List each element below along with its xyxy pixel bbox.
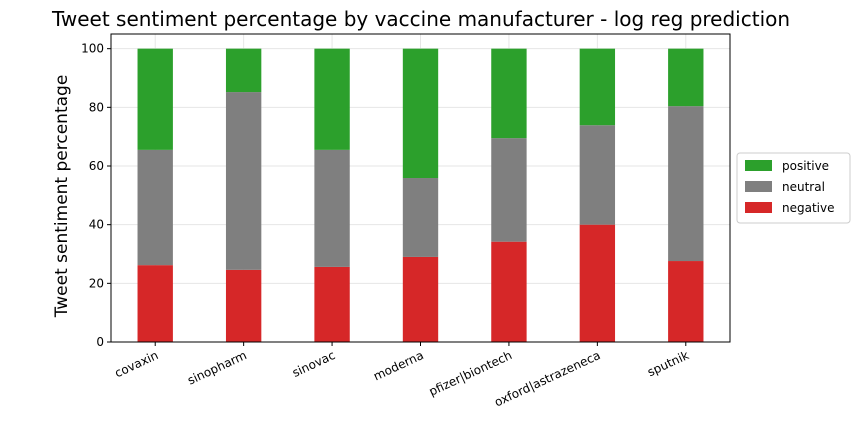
bar-positive-sinopharm bbox=[225, 48, 262, 93]
legend-swatch-positive bbox=[745, 160, 772, 171]
bar-negative-oxford-astrazeneca bbox=[579, 224, 616, 342]
y-tick-label: 40 bbox=[89, 218, 104, 232]
y-tick-label: 60 bbox=[89, 159, 104, 173]
y-axis-label: Tweet sentiment percentage bbox=[52, 75, 72, 319]
legend: positive neutral negative bbox=[736, 152, 851, 224]
bar-neutral-oxford-astrazeneca bbox=[579, 125, 616, 225]
legend-swatch-negative bbox=[745, 202, 772, 213]
x-tick-label: moderna bbox=[371, 348, 426, 383]
x-ticks: covaxin sinopharm sinovac moderna pfizer|bio… bbox=[112, 342, 691, 409]
y-tick-label: 80 bbox=[89, 100, 104, 114]
bar-negative-pfizer-biontech bbox=[491, 241, 527, 342]
bar-neutral-covaxin bbox=[137, 149, 173, 266]
bar-neutral-sinovac bbox=[314, 149, 350, 267]
bar-negative-sinovac bbox=[314, 266, 350, 342]
bar-neutral-sinopharm bbox=[225, 92, 262, 270]
y-ticks: 0 20 40 60 80 100 bbox=[81, 42, 111, 349]
x-tick-label: pfizer|biontech bbox=[427, 348, 515, 399]
bar-positive-pfizer-biontech bbox=[491, 48, 527, 139]
x-tick-label: sinopharm bbox=[185, 348, 248, 388]
bars bbox=[137, 48, 704, 342]
x-tick-label: sputnik bbox=[645, 348, 691, 379]
bar-negative-sinopharm bbox=[225, 269, 262, 342]
legend-swatch-neutral bbox=[745, 181, 772, 192]
bar-negative-sputnik bbox=[668, 261, 704, 342]
y-tick-label: 0 bbox=[96, 335, 104, 349]
bar-neutral-pfizer-biontech bbox=[491, 138, 527, 242]
x-tick-label: covaxin bbox=[112, 348, 160, 380]
bar-negative-moderna bbox=[402, 256, 439, 342]
bar-positive-moderna bbox=[402, 48, 439, 179]
x-tick-label: sinovac bbox=[290, 348, 337, 380]
legend-label-negative: negative bbox=[782, 201, 834, 215]
bar-positive-sputnik bbox=[668, 48, 704, 107]
chart-title: Tweet sentiment percentage by vaccine ma… bbox=[51, 7, 790, 31]
bar-neutral-sputnik bbox=[668, 106, 704, 262]
bar-negative-covaxin bbox=[137, 265, 173, 342]
y-tick-label: 100 bbox=[81, 42, 104, 56]
legend-label-positive: positive bbox=[782, 159, 829, 173]
y-tick-label: 20 bbox=[89, 276, 104, 290]
legend-label-neutral: neutral bbox=[782, 180, 825, 194]
bar-positive-sinovac bbox=[314, 48, 350, 150]
bar-neutral-moderna bbox=[402, 178, 439, 257]
bar-positive-covaxin bbox=[137, 48, 173, 150]
bar-positive-oxford-astrazeneca bbox=[579, 48, 616, 126]
